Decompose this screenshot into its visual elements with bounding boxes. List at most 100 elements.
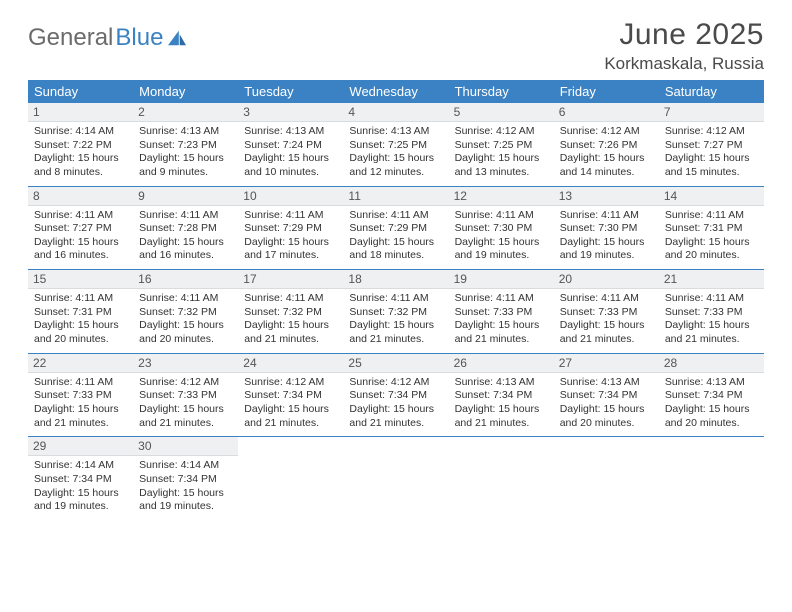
calendar-cell: [554, 437, 659, 520]
day-number: 1: [28, 103, 133, 122]
sunset-line: Sunset: 7:34 PM: [347, 389, 444, 403]
sunset-line: Sunset: 7:26 PM: [558, 139, 655, 153]
calendar-row: 22Sunrise: 4:11 AMSunset: 7:33 PMDayligh…: [28, 353, 764, 437]
sunrise-line: Sunrise: 4:12 AM: [137, 373, 234, 390]
day-number: 12: [449, 187, 554, 206]
calendar-cell: 9Sunrise: 4:11 AMSunset: 7:28 PMDaylight…: [133, 186, 238, 270]
sunrise-line: Sunrise: 4:11 AM: [32, 373, 129, 390]
calendar-cell: 7Sunrise: 4:12 AMSunset: 7:27 PMDaylight…: [659, 103, 764, 186]
day-content: Sunrise: 4:12 AMSunset: 7:33 PMDaylight:…: [133, 373, 238, 437]
day-content: Sunrise: 4:12 AMSunset: 7:25 PMDaylight:…: [449, 122, 554, 186]
sunrise-line: Sunrise: 4:12 AM: [663, 122, 760, 139]
sunrise-line: Sunrise: 4:12 AM: [242, 373, 339, 390]
calendar-cell: 8Sunrise: 4:11 AMSunset: 7:27 PMDaylight…: [28, 186, 133, 270]
day-content: Sunrise: 4:11 AMSunset: 7:29 PMDaylight:…: [238, 206, 343, 270]
daylight-line: Daylight: 15 hours and 20 minutes.: [32, 319, 129, 346]
sunset-line: Sunset: 7:25 PM: [347, 139, 444, 153]
sunrise-line: Sunrise: 4:11 AM: [137, 206, 234, 223]
day-number: 16: [133, 270, 238, 289]
day-number: 7: [659, 103, 764, 122]
calendar-cell: 25Sunrise: 4:12 AMSunset: 7:34 PMDayligh…: [343, 353, 448, 437]
calendar-cell: 6Sunrise: 4:12 AMSunset: 7:26 PMDaylight…: [554, 103, 659, 186]
calendar-cell: [343, 437, 448, 520]
sunrise-line: Sunrise: 4:11 AM: [663, 289, 760, 306]
sunset-line: Sunset: 7:32 PM: [347, 306, 444, 320]
calendar-cell: 17Sunrise: 4:11 AMSunset: 7:32 PMDayligh…: [238, 270, 343, 354]
day-number: 3: [238, 103, 343, 122]
sunset-line: Sunset: 7:27 PM: [32, 222, 129, 236]
day-number: 22: [28, 354, 133, 373]
weekday-header: Sunday: [28, 80, 133, 103]
daylight-line: Daylight: 15 hours and 15 minutes.: [663, 152, 760, 179]
calendar-cell: 18Sunrise: 4:11 AMSunset: 7:32 PMDayligh…: [343, 270, 448, 354]
sunset-line: Sunset: 7:33 PM: [137, 389, 234, 403]
calendar-cell: 14Sunrise: 4:11 AMSunset: 7:31 PMDayligh…: [659, 186, 764, 270]
daylight-line: Daylight: 15 hours and 21 minutes.: [242, 319, 339, 346]
day-number: 26: [449, 354, 554, 373]
sunset-line: Sunset: 7:34 PM: [242, 389, 339, 403]
sunset-line: Sunset: 7:33 PM: [663, 306, 760, 320]
sunrise-line: Sunrise: 4:13 AM: [453, 373, 550, 390]
sunrise-line: Sunrise: 4:11 AM: [32, 289, 129, 306]
sunset-line: Sunset: 7:31 PM: [32, 306, 129, 320]
calendar-cell: 1Sunrise: 4:14 AMSunset: 7:22 PMDaylight…: [28, 103, 133, 186]
day-content: Sunrise: 4:12 AMSunset: 7:34 PMDaylight:…: [238, 373, 343, 437]
logo-text-2: Blue: [115, 24, 163, 52]
sunset-line: Sunset: 7:34 PM: [663, 389, 760, 403]
sunrise-line: Sunrise: 4:13 AM: [558, 373, 655, 390]
day-content: Sunrise: 4:11 AMSunset: 7:32 PMDaylight:…: [238, 289, 343, 353]
day-content: Sunrise: 4:13 AMSunset: 7:34 PMDaylight:…: [449, 373, 554, 437]
sunrise-line: Sunrise: 4:11 AM: [32, 206, 129, 223]
sunset-line: Sunset: 7:24 PM: [242, 139, 339, 153]
sunset-line: Sunset: 7:29 PM: [347, 222, 444, 236]
day-number: 28: [659, 354, 764, 373]
sunset-line: Sunset: 7:28 PM: [137, 222, 234, 236]
day-number: 5: [449, 103, 554, 122]
day-content: Sunrise: 4:14 AMSunset: 7:34 PMDaylight:…: [133, 456, 238, 520]
day-content: Sunrise: 4:11 AMSunset: 7:30 PMDaylight:…: [449, 206, 554, 270]
calendar-cell: 29Sunrise: 4:14 AMSunset: 7:34 PMDayligh…: [28, 437, 133, 520]
calendar-cell: 27Sunrise: 4:13 AMSunset: 7:34 PMDayligh…: [554, 353, 659, 437]
weekday-header: Wednesday: [343, 80, 448, 103]
sunrise-line: Sunrise: 4:13 AM: [663, 373, 760, 390]
day-content: Sunrise: 4:12 AMSunset: 7:27 PMDaylight:…: [659, 122, 764, 186]
day-number: 18: [343, 270, 448, 289]
day-content: Sunrise: 4:11 AMSunset: 7:33 PMDaylight:…: [28, 373, 133, 437]
day-content: Sunrise: 4:11 AMSunset: 7:29 PMDaylight:…: [343, 206, 448, 270]
sunrise-line: Sunrise: 4:11 AM: [453, 289, 550, 306]
calendar-cell: 15Sunrise: 4:11 AMSunset: 7:31 PMDayligh…: [28, 270, 133, 354]
daylight-line: Daylight: 15 hours and 12 minutes.: [347, 152, 444, 179]
sunrise-line: Sunrise: 4:13 AM: [242, 122, 339, 139]
calendar-cell: 13Sunrise: 4:11 AMSunset: 7:30 PMDayligh…: [554, 186, 659, 270]
daylight-line: Daylight: 15 hours and 20 minutes.: [663, 403, 760, 430]
daylight-line: Daylight: 15 hours and 21 minutes.: [663, 319, 760, 346]
day-content: Sunrise: 4:13 AMSunset: 7:34 PMDaylight:…: [659, 373, 764, 437]
sunrise-line: Sunrise: 4:11 AM: [242, 289, 339, 306]
day-number: 30: [133, 437, 238, 456]
calendar-cell: 21Sunrise: 4:11 AMSunset: 7:33 PMDayligh…: [659, 270, 764, 354]
calendar-cell: [449, 437, 554, 520]
calendar-cell: 11Sunrise: 4:11 AMSunset: 7:29 PMDayligh…: [343, 186, 448, 270]
calendar-cell: 5Sunrise: 4:12 AMSunset: 7:25 PMDaylight…: [449, 103, 554, 186]
day-content: Sunrise: 4:11 AMSunset: 7:31 PMDaylight:…: [659, 206, 764, 270]
sunset-line: Sunset: 7:30 PM: [558, 222, 655, 236]
day-number: 20: [554, 270, 659, 289]
calendar-cell: 19Sunrise: 4:11 AMSunset: 7:33 PMDayligh…: [449, 270, 554, 354]
day-content: Sunrise: 4:12 AMSunset: 7:34 PMDaylight:…: [343, 373, 448, 437]
logo-text-1: General: [28, 24, 113, 52]
weekday-header: Tuesday: [238, 80, 343, 103]
daylight-line: Daylight: 15 hours and 21 minutes.: [453, 403, 550, 430]
daylight-line: Daylight: 15 hours and 9 minutes.: [137, 152, 234, 179]
sunrise-line: Sunrise: 4:11 AM: [453, 206, 550, 223]
day-number: 13: [554, 187, 659, 206]
sunset-line: Sunset: 7:33 PM: [32, 389, 129, 403]
sunrise-line: Sunrise: 4:11 AM: [558, 289, 655, 306]
day-content: Sunrise: 4:11 AMSunset: 7:32 PMDaylight:…: [133, 289, 238, 353]
day-number: 27: [554, 354, 659, 373]
sunset-line: Sunset: 7:27 PM: [663, 139, 760, 153]
sunset-line: Sunset: 7:25 PM: [453, 139, 550, 153]
day-number: 17: [238, 270, 343, 289]
day-content: Sunrise: 4:11 AMSunset: 7:33 PMDaylight:…: [449, 289, 554, 353]
day-content: Sunrise: 4:11 AMSunset: 7:28 PMDaylight:…: [133, 206, 238, 270]
sunset-line: Sunset: 7:23 PM: [137, 139, 234, 153]
